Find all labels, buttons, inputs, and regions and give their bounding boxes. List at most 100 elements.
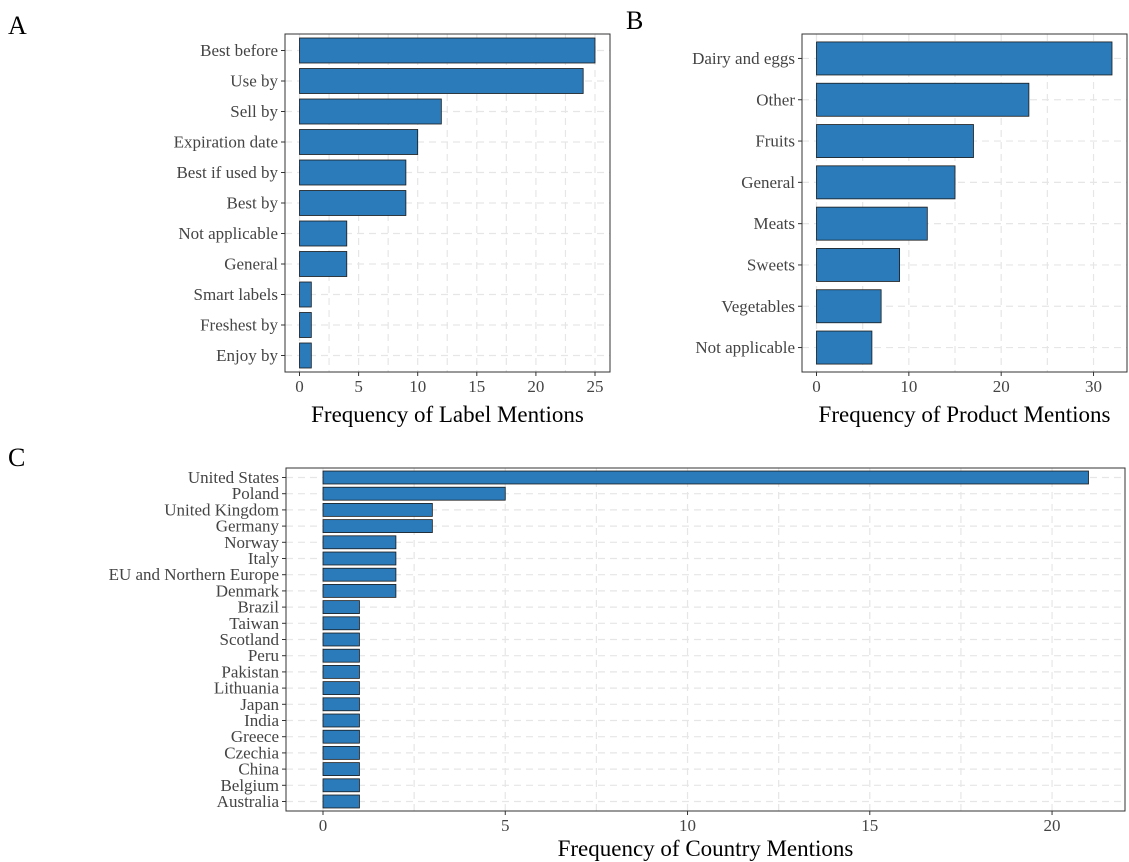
category-label: Taiwan	[229, 614, 279, 633]
bar	[322, 503, 433, 517]
x-tick-label: 15	[861, 816, 878, 835]
bar	[322, 746, 360, 760]
plot-frame	[801, 33, 1128, 373]
x-axis-title: Frequency of Product Mentions	[819, 402, 1111, 427]
bar	[322, 762, 360, 776]
bar	[322, 632, 360, 647]
category-label: Best before	[200, 41, 278, 60]
category-label: Poland	[232, 484, 280, 503]
category-label: EU and Northern Europe	[109, 565, 279, 584]
category-label: United States	[188, 468, 279, 487]
bar	[322, 794, 360, 809]
x-tick-label: 25	[587, 377, 604, 396]
bar	[816, 248, 901, 282]
category-label: Use by	[230, 72, 278, 91]
bar	[299, 281, 312, 308]
category-label: Smart labels	[193, 285, 278, 304]
category-label: General	[224, 255, 278, 274]
bar	[816, 82, 1030, 117]
x-tick-label: 10	[900, 377, 917, 396]
category-label: Meats	[753, 214, 795, 233]
category-label: Sweets	[747, 255, 795, 274]
category-label: Vegetables	[721, 297, 795, 316]
bar	[322, 697, 360, 712]
category-label: Not applicable	[178, 224, 278, 243]
category-label: Germany	[216, 517, 280, 536]
bar	[299, 98, 442, 125]
category-label: Freshest by	[200, 316, 278, 335]
x-axis-title: Frequency of Country Mentions	[558, 836, 854, 861]
bar	[299, 312, 312, 338]
x-tick-label: 10	[679, 816, 696, 835]
bar	[299, 251, 348, 277]
bar	[299, 190, 407, 216]
bar	[322, 535, 397, 550]
bar	[322, 665, 360, 679]
category-label: Not applicable	[695, 338, 795, 357]
bar	[299, 68, 584, 94]
category-label: Pakistan	[221, 662, 279, 681]
category-label: General	[741, 173, 795, 192]
bar	[322, 567, 397, 582]
x-tick-label: 0	[812, 377, 821, 396]
category-label: Norway	[224, 533, 279, 552]
bar	[299, 342, 312, 369]
category-label: Japan	[240, 695, 279, 714]
bar	[322, 470, 1089, 485]
category-label: Peru	[248, 646, 280, 665]
panel-letter: A	[8, 11, 27, 40]
category-label: Australia	[217, 792, 280, 811]
category-label: Czechia	[224, 743, 279, 762]
bar	[299, 37, 596, 64]
category-label: Greece	[231, 727, 279, 746]
bar	[322, 616, 360, 631]
bar	[816, 289, 882, 324]
bar	[322, 681, 360, 695]
bar	[816, 41, 1113, 76]
category-label: Fruits	[755, 132, 795, 151]
bar	[816, 124, 974, 158]
x-tick-label: 5	[354, 377, 363, 396]
bar	[322, 551, 397, 566]
bar	[322, 486, 506, 501]
x-tick-label: 30	[1085, 377, 1102, 396]
x-tick-label: 20	[1044, 816, 1061, 835]
category-label: Italy	[248, 549, 280, 568]
x-tick-label: 0	[295, 377, 304, 396]
category-label: Brazil	[237, 598, 279, 617]
bar	[322, 600, 360, 614]
category-label: Sell by	[230, 102, 278, 121]
bar	[322, 778, 360, 793]
panel-letter: C	[8, 443, 25, 472]
category-label: Best by	[227, 194, 279, 213]
bar	[816, 330, 873, 365]
x-tick-label: 5	[501, 816, 510, 835]
category-label: Best if used by	[176, 163, 278, 182]
bar	[816, 206, 928, 241]
x-tick-label: 0	[319, 816, 328, 835]
panel-letter: B	[626, 6, 643, 35]
bar	[299, 129, 419, 155]
category-label: Dairy and eggs	[692, 49, 795, 68]
x-tick-label: 15	[468, 377, 485, 396]
x-tick-label: 20	[527, 377, 544, 396]
bar	[322, 648, 360, 663]
x-tick-label: 10	[409, 377, 426, 396]
category-label: India	[244, 711, 279, 730]
bar	[299, 220, 348, 247]
category-label: Enjoy by	[216, 346, 278, 365]
category-label: China	[238, 760, 279, 779]
bar	[322, 713, 360, 728]
panel-b: B Dairy and eggs Other Fruits General Meats Sw…	[626, 6, 1128, 427]
panel-a: A Best before Use by Sell by Expiration date…	[8, 11, 611, 427]
x-axis-title: Frequency of Label Mentions	[311, 402, 584, 427]
category-label: Expiration date	[174, 133, 278, 152]
category-label: Other	[756, 90, 795, 109]
category-label: Belgium	[220, 776, 279, 795]
bar	[322, 729, 360, 744]
x-tick-label: 20	[993, 377, 1010, 396]
bar	[299, 159, 407, 186]
category-label: Scotland	[220, 630, 280, 649]
